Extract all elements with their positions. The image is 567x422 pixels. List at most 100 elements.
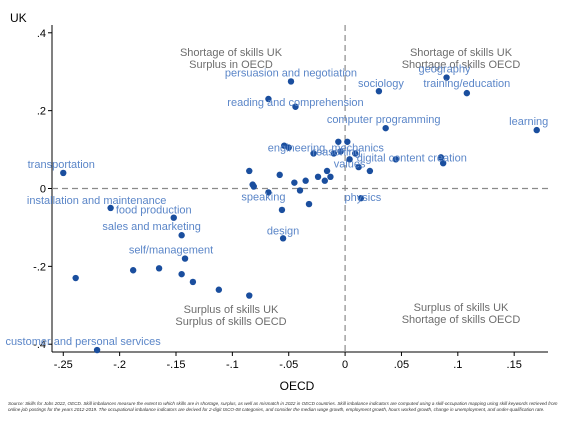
data-point — [93, 346, 101, 354]
data-point — [392, 156, 400, 163]
point-label: sociology — [358, 78, 404, 90]
point-labels: transportation installation and maintenan… — [5, 64, 548, 348]
point-label: speaking — [241, 191, 285, 203]
data-point — [215, 286, 223, 293]
data-point — [382, 124, 389, 132]
x-tick-label: .15 — [507, 359, 522, 371]
data-point — [344, 138, 351, 145]
data-point — [327, 173, 334, 181]
data-point — [310, 150, 317, 157]
data-point — [178, 270, 185, 278]
data-point — [463, 89, 471, 97]
point-label: training/education — [423, 78, 510, 90]
data-point — [265, 95, 272, 103]
data-point — [250, 183, 257, 190]
x-tick-label: .05 — [394, 359, 409, 371]
data-point — [302, 177, 309, 184]
point-label: values — [334, 158, 366, 170]
x-tick-label: -.2 — [113, 359, 126, 371]
data-point — [296, 187, 304, 194]
y-ticks: .4 .2 0 -.2 -.4 — [33, 28, 52, 351]
data-point — [129, 267, 137, 274]
data-point — [155, 265, 163, 272]
data-point — [170, 214, 177, 221]
data-point — [439, 159, 447, 167]
data-point — [323, 167, 331, 175]
y-tick-label: .4 — [37, 28, 46, 40]
point-label: engineering, mechanics — [268, 142, 385, 154]
data-point — [330, 150, 338, 157]
x-tick-label: -.1 — [226, 359, 239, 371]
quadrant-label-bottom-left: Surplus of skills OECD — [175, 316, 286, 328]
data-point — [443, 74, 450, 81]
point-label: geography — [419, 64, 471, 76]
quadrant-label-top-left: Shortage of skills UK — [180, 47, 283, 59]
point-label: sales and marketing — [102, 221, 200, 233]
data-point — [189, 278, 197, 286]
y-tick-label: -.4 — [33, 339, 46, 351]
data-point — [60, 169, 67, 177]
quadrant-label-top-left: Surplus in OECD — [189, 59, 273, 71]
data-point — [276, 171, 283, 179]
y-tick-label: -.2 — [33, 261, 46, 273]
data-point — [279, 235, 287, 242]
point-label: digital content creation — [357, 152, 467, 164]
point-label: reasoning — [312, 147, 360, 159]
data-point — [375, 87, 383, 95]
quadrant-label-top-right: Shortage of skills UK — [410, 47, 513, 59]
data-point — [357, 195, 365, 202]
reference-lines — [52, 25, 548, 352]
x-axis-title: OECD — [280, 379, 315, 393]
quadrant-label-bottom-right: Shortage of skills OECD — [402, 314, 521, 326]
point-label: customer and personal services — [5, 336, 161, 348]
data-point — [72, 274, 79, 282]
y-axis-title: UK — [10, 11, 27, 25]
data-point — [246, 167, 253, 175]
data-point — [437, 154, 445, 161]
data-point — [346, 156, 353, 163]
x-tick-label: -.05 — [279, 359, 298, 371]
data-point — [355, 163, 362, 171]
data-point — [181, 255, 189, 262]
point-label: installation and maintenance — [27, 195, 166, 207]
data-points — [60, 74, 540, 354]
data-point — [337, 148, 344, 155]
point-label: learning — [509, 116, 548, 128]
point-label: physics — [345, 192, 382, 204]
data-point — [352, 150, 359, 157]
source-note: Source: Skills for Jobs 2022, OECD. Skil… — [8, 401, 558, 412]
data-point — [533, 126, 540, 134]
data-point — [285, 144, 292, 151]
data-point — [246, 292, 253, 299]
point-label: computer programming — [327, 114, 441, 126]
data-point — [265, 189, 272, 196]
quadrant-label-top-right: Shortage of skills OECD — [402, 59, 521, 71]
data-point — [292, 103, 299, 110]
data-point — [305, 200, 313, 208]
data-point — [291, 179, 298, 186]
point-label: persuasion and negotiation — [225, 67, 357, 79]
point-label: transportation — [28, 159, 95, 171]
x-ticks: -.25 -.2 -.15 -.1 -.05 0 .05 .1 .15 — [54, 352, 522, 371]
x-tick-label: .1 — [453, 359, 462, 371]
x-tick-label: -.25 — [54, 359, 73, 371]
data-point — [278, 206, 286, 214]
data-point — [366, 167, 374, 175]
data-point — [107, 204, 114, 212]
y-tick-label: 0 — [40, 184, 46, 196]
data-point — [321, 177, 328, 184]
scatter-chart: -.25 -.2 -.15 -.1 -.05 0.05.1.15 .4.20-.2-.4 … — [5, 11, 548, 393]
point-label: reading and comprehension — [227, 97, 363, 109]
point-label: design — [267, 225, 299, 237]
quadrant-label-bottom-right: Surplus of skills UK — [414, 302, 509, 314]
point-label: food production — [116, 205, 192, 217]
data-point — [335, 138, 342, 145]
data-point — [314, 173, 322, 181]
data-point — [178, 232, 185, 239]
x-tick-label: -.15 — [167, 359, 186, 371]
data-point — [287, 78, 295, 85]
point-label: self/management — [129, 245, 213, 257]
y-tick-label: .2 — [37, 106, 46, 118]
quadrant-label-bottom-left: Surplus of skills UK — [184, 304, 279, 316]
